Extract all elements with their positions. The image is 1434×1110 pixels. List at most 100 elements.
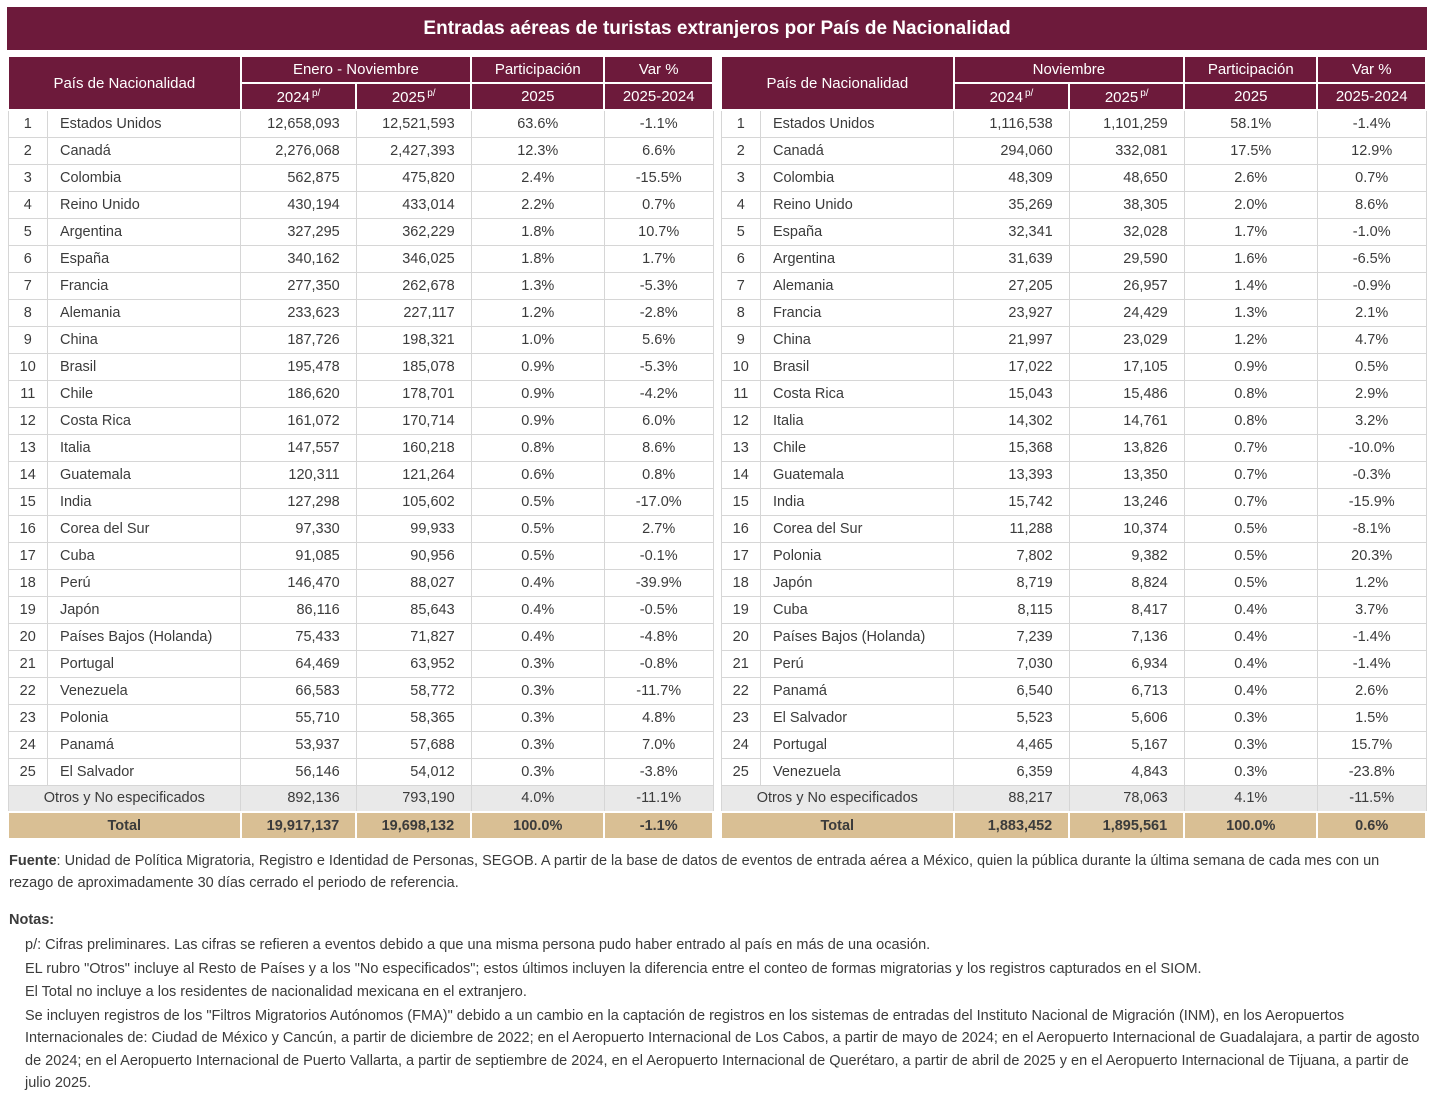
value-2025: 57,688 <box>355 730 472 759</box>
notes-label: Notas: <box>9 911 55 928</box>
table-row: 22 Panamá 6,540 6,713 0.4% 2.6% <box>720 676 1427 705</box>
table-row: 9 China 187,726 198,321 1.0% 5.6% <box>7 325 714 354</box>
value-2024: 7,239 <box>953 622 1070 651</box>
participation-value: 0.4% <box>1183 595 1318 624</box>
row-rank: 12 <box>720 406 761 435</box>
value-2024: 15,742 <box>953 487 1070 516</box>
variation-value: -3.8% <box>603 757 714 786</box>
participation-value: 0.7% <box>1183 487 1318 516</box>
participation-value: 0.4% <box>470 622 605 651</box>
table-row: 13 Italia 147,557 160,218 0.8% 8.6% <box>7 433 714 462</box>
value-2024: 8,719 <box>953 568 1070 597</box>
variation-value: -11.5% <box>1316 784 1427 813</box>
period-header: Noviembre <box>952 55 1186 84</box>
row-rank: 6 <box>7 244 48 273</box>
participation-value: 0.4% <box>1183 622 1318 651</box>
table-row: 19 Japón 86,116 85,643 0.4% -0.5% <box>7 595 714 624</box>
value-2025: 24,429 <box>1068 298 1185 327</box>
country-name: China <box>46 325 242 354</box>
table-row: 9 China 21,997 23,029 1.2% 4.7% <box>720 325 1427 354</box>
variation-value: -2.8% <box>603 298 714 327</box>
table-row: 17 Cuba 91,085 90,956 0.5% -0.1% <box>7 541 714 570</box>
table-row: 6 Argentina 31,639 29,590 1.6% -6.5% <box>720 244 1427 273</box>
variation-value: 1.5% <box>1316 703 1427 732</box>
row-rank: 16 <box>720 514 761 543</box>
value-2024: 147,557 <box>240 433 357 462</box>
row-rank: 12 <box>7 406 48 435</box>
table-row: 10 Brasil 195,478 185,078 0.9% -5.3% <box>7 352 714 381</box>
value-2024: 88,217 <box>953 784 1070 813</box>
country-name: Colombia <box>759 163 955 192</box>
row-rank: 4 <box>7 190 48 219</box>
table-row: 1 Estados Unidos 12,658,093 12,521,593 63.6%… <box>7 109 714 138</box>
participation-value: 1.4% <box>1183 271 1318 300</box>
row-rank: 14 <box>7 460 48 489</box>
row-rank: 13 <box>7 433 48 462</box>
table-row: 2 Canadá 2,276,068 2,427,393 12.3% 6.6% <box>7 136 714 165</box>
year-2024-label: 2024 <box>989 88 1023 106</box>
country-name: Cuba <box>46 541 242 570</box>
table-row: 21 Portugal 64,469 63,952 0.3% -0.8% <box>7 649 714 678</box>
row-rank: 8 <box>720 298 761 327</box>
value-2024: 8,115 <box>953 595 1070 624</box>
participation-value: 0.8% <box>470 433 605 462</box>
table-noviembre: País de Nacionalidad Noviembre Participa… <box>720 55 1427 840</box>
value-2025: 793,190 <box>355 784 472 813</box>
table-row: 25 El Salvador 56,146 54,012 0.3% -3.8% <box>7 757 714 786</box>
country-name: España <box>46 244 242 273</box>
participation-header: Participación <box>470 55 606 84</box>
country-name: Italia <box>759 406 955 435</box>
country-name: Japón <box>46 595 242 624</box>
value-2024: 161,072 <box>240 406 357 435</box>
participation-value: 0.4% <box>470 595 605 624</box>
value-2024: 56,146 <box>240 757 357 786</box>
value-2025: 105,602 <box>355 487 472 516</box>
table-row: 1 Estados Unidos 1,116,538 1,101,259 58.1% -1… <box>720 109 1427 138</box>
value-2024: 2,276,068 <box>240 136 357 165</box>
participation-sub-header: 2025 <box>1183 82 1319 111</box>
participation-value: 0.5% <box>470 541 605 570</box>
country-name: Corea del Sur <box>759 514 955 543</box>
row-rank: 24 <box>7 730 48 759</box>
country-name: Guatemala <box>46 460 242 489</box>
participation-value: 0.8% <box>1183 379 1318 408</box>
variation-value: 6.0% <box>603 406 714 435</box>
value-2024: 1,883,452 <box>952 811 1071 840</box>
value-2024: 186,620 <box>240 379 357 408</box>
table-row: 5 Argentina 327,295 362,229 1.8% 10.7% <box>7 217 714 246</box>
row-rank: 9 <box>7 325 48 354</box>
variation-value: 2.7% <box>603 514 714 543</box>
row-rank: 22 <box>720 676 761 705</box>
row-rank: 5 <box>7 217 48 246</box>
participation-value: 0.3% <box>470 730 605 759</box>
value-2025: 7,136 <box>1068 622 1185 651</box>
country-name: Argentina <box>46 217 242 246</box>
value-2025: 14,761 <box>1068 406 1185 435</box>
participation-value: 0.9% <box>470 406 605 435</box>
value-2024: 1,116,538 <box>953 109 1070 138</box>
country-name: Reino Unido <box>46 190 242 219</box>
row-rank: 21 <box>7 649 48 678</box>
country-name: Reino Unido <box>759 190 955 219</box>
participation-value: 0.7% <box>1183 460 1318 489</box>
country-name: Estados Unidos <box>46 109 242 138</box>
variation-value: -1.0% <box>1316 217 1427 246</box>
country-name: Argentina <box>759 244 955 273</box>
participation-value: 1.3% <box>1183 298 1318 327</box>
value-2024: 21,997 <box>953 325 1070 354</box>
variation-value: 2.9% <box>1316 379 1427 408</box>
total-row: Total 1,883,452 1,895,561 100.0% 0.6% <box>720 811 1427 840</box>
table-row: 11 Costa Rica 15,043 15,486 0.8% 2.9% <box>720 379 1427 408</box>
country-column-header: País de Nacionalidad <box>720 55 955 111</box>
value-2024: 86,116 <box>240 595 357 624</box>
var-sub-header: 2025-2024 <box>1316 82 1427 111</box>
row-rank: 17 <box>720 541 761 570</box>
row-label: Total <box>720 811 955 840</box>
table-row: 19 Cuba 8,115 8,417 0.4% 3.7% <box>720 595 1427 624</box>
variation-value: 0.5% <box>1316 352 1427 381</box>
value-2024: 146,470 <box>240 568 357 597</box>
row-rank: 1 <box>720 109 761 138</box>
country-name: Costa Rica <box>759 379 955 408</box>
variation-value: 1.2% <box>1316 568 1427 597</box>
